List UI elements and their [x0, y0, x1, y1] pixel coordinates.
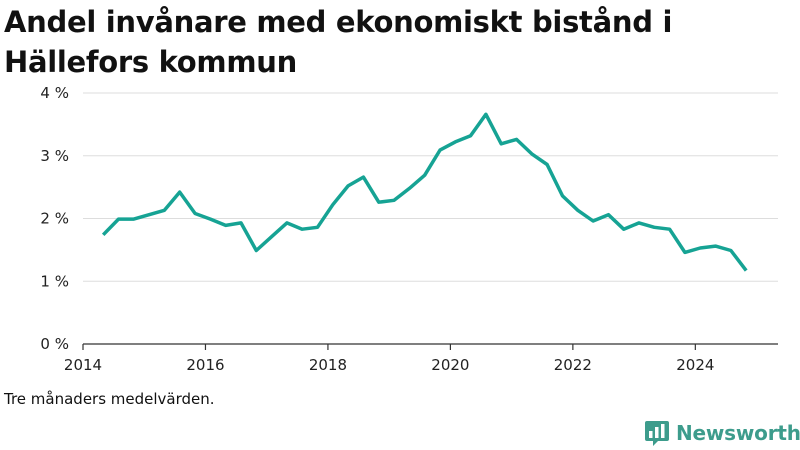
data-point	[423, 174, 426, 177]
data-point	[638, 221, 641, 224]
data-point	[530, 152, 533, 155]
data-point	[576, 209, 579, 212]
data-point	[561, 194, 564, 197]
x-tick-label: 2014	[64, 356, 102, 374]
data-point	[178, 191, 181, 194]
data-point	[484, 113, 487, 116]
axes	[82, 343, 778, 350]
data-point	[102, 233, 105, 236]
data-point	[683, 251, 686, 254]
x-tick-label: 2020	[431, 356, 469, 374]
data-point	[607, 213, 610, 216]
data-point	[270, 235, 273, 238]
chart-title: Andel invånare med ekonomiskt bistånd i …	[4, 5, 673, 79]
data-point	[500, 142, 503, 145]
data-point	[117, 218, 120, 221]
data-point	[515, 138, 518, 141]
data-point	[729, 249, 732, 252]
x-tick-label: 2016	[186, 356, 224, 374]
data-point	[714, 245, 717, 248]
data-point	[592, 220, 595, 223]
data-point	[148, 213, 151, 216]
data-point	[745, 269, 748, 272]
y-tick-label: 1 %	[40, 272, 69, 290]
data-point	[194, 212, 197, 215]
data-point	[653, 226, 656, 229]
footnote: Tre månaders medelvärden.	[4, 390, 215, 408]
gridlines	[83, 92, 778, 282]
series-layer	[101, 112, 748, 272]
data-point	[546, 163, 549, 166]
x-axis-tick-labels: 2014 2016 2018 2020 2022 2024	[64, 356, 715, 374]
data-point	[285, 221, 288, 224]
data-point	[239, 221, 242, 224]
data-point	[255, 249, 258, 252]
data-point	[393, 199, 396, 202]
x-tick-label: 2018	[309, 356, 347, 374]
data-point	[316, 226, 319, 229]
data-point	[668, 228, 671, 231]
data-point	[438, 149, 441, 152]
newsworthy-brand[interactable]: Newsworthy	[644, 419, 800, 447]
data-point	[362, 176, 365, 179]
y-tick-label: 0 %	[40, 335, 69, 353]
data-point	[301, 228, 304, 231]
x-tick-label: 2022	[554, 356, 592, 374]
data-point	[454, 140, 457, 143]
data-point	[469, 134, 472, 137]
data-point	[132, 218, 135, 221]
data-point	[209, 218, 212, 221]
series-line	[101, 112, 748, 272]
data-point	[408, 187, 411, 190]
y-tick-label: 3 %	[40, 147, 69, 165]
brand-name: Newsworthy	[676, 421, 800, 445]
x-tick-label: 2024	[676, 356, 714, 374]
y-tick-label: 4 %	[40, 84, 69, 102]
data-point	[347, 184, 350, 187]
data-point	[224, 224, 227, 227]
data-point	[331, 203, 334, 206]
data-point	[699, 246, 702, 249]
data-point	[377, 201, 380, 204]
data-point	[163, 209, 166, 212]
y-tick-label: 2 %	[40, 210, 69, 228]
y-axis-tick-labels: 0 % 1 % 2 % 3 % 4 %	[40, 84, 69, 353]
data-point	[622, 228, 625, 231]
newsworthy-logo-icon	[645, 421, 669, 446]
